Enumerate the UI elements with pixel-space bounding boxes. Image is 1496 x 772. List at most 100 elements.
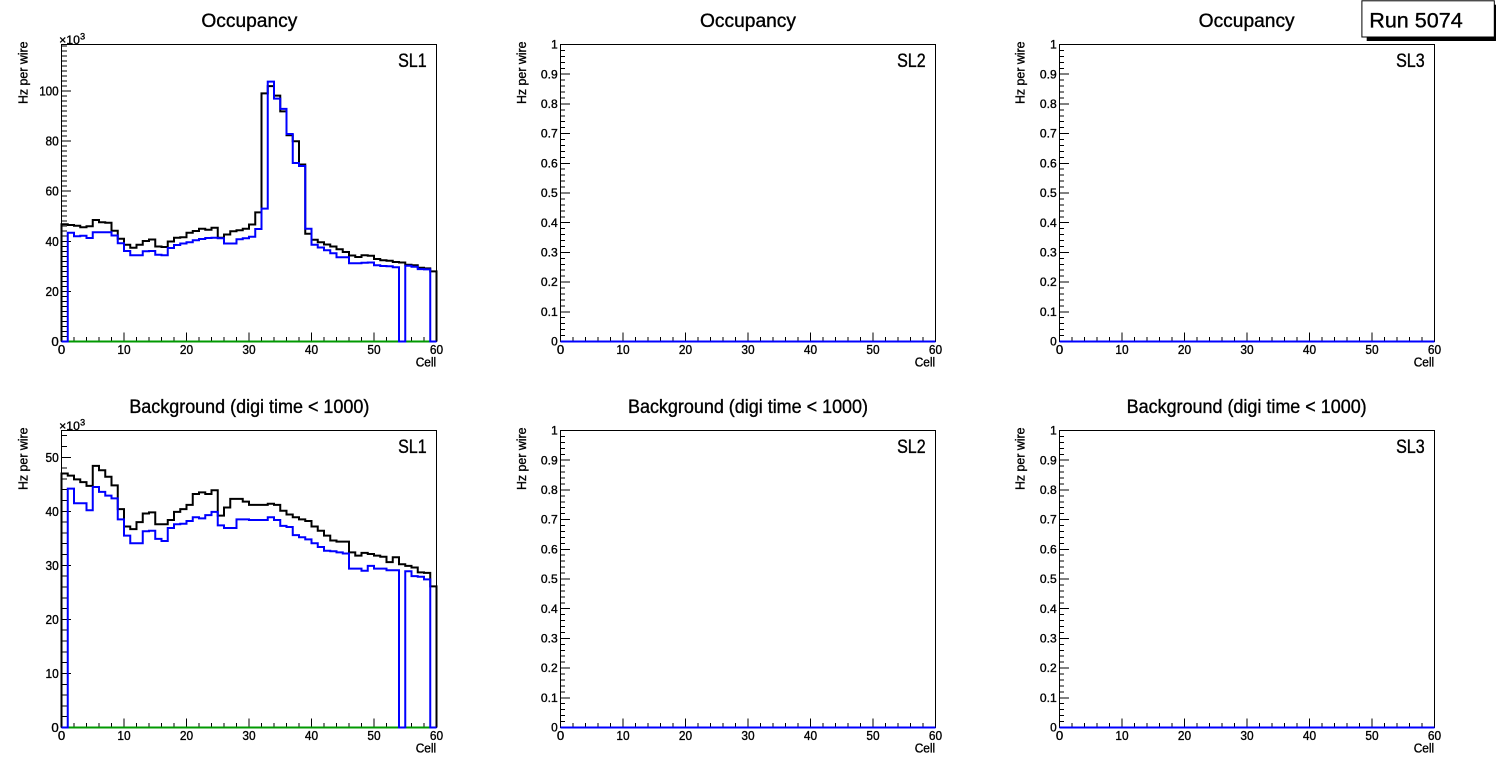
svg-text:3: 3 xyxy=(80,417,85,427)
svg-text:SL3: SL3 xyxy=(1396,436,1425,458)
svg-text:0: 0 xyxy=(551,335,558,349)
svg-text:0.6: 0.6 xyxy=(1040,156,1057,170)
svg-text:0.8: 0.8 xyxy=(1040,483,1057,497)
svg-text:0.9: 0.9 xyxy=(1040,67,1057,81)
svg-text:0.9: 0.9 xyxy=(1040,453,1057,467)
svg-text:0: 0 xyxy=(551,721,558,735)
svg-text:0: 0 xyxy=(1056,728,1063,743)
svg-text:20: 20 xyxy=(1178,728,1191,743)
svg-text:50: 50 xyxy=(46,450,59,465)
svg-text:Cell: Cell xyxy=(416,355,437,370)
svg-text:60: 60 xyxy=(430,342,443,357)
svg-text:30: 30 xyxy=(46,558,59,573)
svg-text:0.4: 0.4 xyxy=(541,216,558,230)
svg-text:Background (digi time < 1000): Background (digi time < 1000) xyxy=(129,397,369,418)
svg-text:0.3: 0.3 xyxy=(541,246,558,260)
svg-text:60: 60 xyxy=(46,184,59,199)
svg-text:0.4: 0.4 xyxy=(541,602,558,616)
svg-text:1: 1 xyxy=(551,424,558,438)
svg-text:0: 0 xyxy=(58,342,65,357)
svg-text:0: 0 xyxy=(58,728,65,743)
svg-text:Occupancy: Occupancy xyxy=(1199,11,1295,32)
svg-text:30: 30 xyxy=(1240,342,1253,357)
svg-text:SL2: SL2 xyxy=(897,436,926,458)
svg-text:Occupancy: Occupancy xyxy=(700,11,796,32)
svg-text:Cell: Cell xyxy=(1414,741,1435,756)
svg-text:Run 5074: Run 5074 xyxy=(1369,9,1463,33)
svg-text:0.4: 0.4 xyxy=(1040,216,1057,230)
svg-text:0.8: 0.8 xyxy=(1040,97,1057,111)
svg-text:1: 1 xyxy=(551,38,558,52)
svg-text:0: 0 xyxy=(557,728,564,743)
svg-text:3: 3 xyxy=(80,31,85,41)
svg-text:0.3: 0.3 xyxy=(1040,246,1057,260)
svg-text:40: 40 xyxy=(804,342,817,357)
svg-text:Occupancy: Occupancy xyxy=(201,11,297,32)
svg-text:10: 10 xyxy=(46,666,59,681)
svg-text:40: 40 xyxy=(1303,342,1316,357)
svg-text:Cell: Cell xyxy=(416,741,437,756)
svg-text:50: 50 xyxy=(866,728,879,743)
svg-text:Hz per wire: Hz per wire xyxy=(1013,428,1028,491)
svg-text:60: 60 xyxy=(929,728,942,743)
svg-text:20: 20 xyxy=(679,342,692,357)
svg-text:100: 100 xyxy=(39,83,59,98)
svg-text:40: 40 xyxy=(1303,728,1316,743)
svg-text:0.7: 0.7 xyxy=(541,127,558,141)
svg-text:60: 60 xyxy=(430,728,443,743)
svg-text:0.2: 0.2 xyxy=(1040,275,1057,289)
svg-text:Hz per wire: Hz per wire xyxy=(514,428,529,491)
svg-text:40: 40 xyxy=(46,504,59,519)
svg-text:0.2: 0.2 xyxy=(1040,661,1057,675)
svg-text:40: 40 xyxy=(46,234,59,249)
svg-text:1: 1 xyxy=(1050,38,1057,52)
svg-text:0.1: 0.1 xyxy=(541,305,558,319)
svg-text:Hz per wire: Hz per wire xyxy=(15,428,30,491)
svg-text:0.6: 0.6 xyxy=(1040,542,1057,556)
svg-text:0.1: 0.1 xyxy=(1040,305,1057,319)
svg-text:1: 1 xyxy=(1050,424,1057,438)
svg-text:×10: ×10 xyxy=(59,33,80,47)
svg-text:50: 50 xyxy=(1365,342,1378,357)
svg-text:60: 60 xyxy=(1428,728,1441,743)
svg-text:10: 10 xyxy=(117,728,130,743)
svg-text:20: 20 xyxy=(1178,342,1191,357)
svg-text:0.3: 0.3 xyxy=(1040,632,1057,646)
svg-text:0.7: 0.7 xyxy=(1040,127,1057,141)
svg-text:Cell: Cell xyxy=(915,355,936,370)
svg-text:10: 10 xyxy=(1115,728,1128,743)
svg-text:SL1: SL1 xyxy=(398,436,427,458)
svg-text:0.6: 0.6 xyxy=(541,156,558,170)
svg-text:0.5: 0.5 xyxy=(1040,186,1057,200)
svg-text:SL2: SL2 xyxy=(897,50,926,72)
svg-text:30: 30 xyxy=(242,342,255,357)
svg-text:0: 0 xyxy=(557,342,564,357)
svg-text:50: 50 xyxy=(1365,728,1378,743)
svg-text:0: 0 xyxy=(51,720,58,735)
svg-text:50: 50 xyxy=(367,728,380,743)
svg-text:20: 20 xyxy=(46,284,59,299)
svg-text:Background (digi time < 1000): Background (digi time < 1000) xyxy=(628,397,868,418)
svg-text:0.1: 0.1 xyxy=(1040,691,1057,705)
svg-text:50: 50 xyxy=(866,342,879,357)
svg-text:30: 30 xyxy=(741,728,754,743)
svg-text:0.1: 0.1 xyxy=(541,691,558,705)
svg-text:0.6: 0.6 xyxy=(541,542,558,556)
svg-text:10: 10 xyxy=(616,728,629,743)
svg-text:60: 60 xyxy=(1428,342,1441,357)
svg-text:60: 60 xyxy=(929,342,942,357)
svg-text:10: 10 xyxy=(1115,342,1128,357)
svg-text:30: 30 xyxy=(1240,728,1253,743)
svg-text:0.2: 0.2 xyxy=(541,661,558,675)
svg-text:0: 0 xyxy=(1050,721,1057,735)
svg-text:0.2: 0.2 xyxy=(541,275,558,289)
svg-text:Background (digi time < 1000): Background (digi time < 1000) xyxy=(1127,397,1367,418)
svg-text:Cell: Cell xyxy=(1414,355,1435,370)
svg-text:40: 40 xyxy=(305,728,318,743)
svg-text:Cell: Cell xyxy=(915,741,936,756)
svg-text:0: 0 xyxy=(1056,342,1063,357)
svg-text:0.7: 0.7 xyxy=(1040,513,1057,527)
svg-text:0.5: 0.5 xyxy=(541,572,558,586)
svg-text:0.8: 0.8 xyxy=(541,483,558,497)
svg-text:30: 30 xyxy=(741,342,754,357)
